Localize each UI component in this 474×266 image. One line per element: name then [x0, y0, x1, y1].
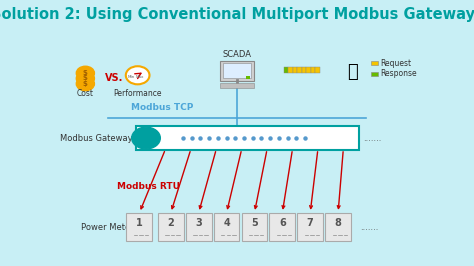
- FancyBboxPatch shape: [293, 67, 297, 73]
- Text: Performance: Performance: [113, 89, 162, 98]
- FancyBboxPatch shape: [214, 213, 239, 241]
- Text: VS.: VS.: [105, 73, 124, 83]
- Text: .......: .......: [364, 134, 382, 143]
- Text: Modbus TCP: Modbus TCP: [131, 103, 193, 112]
- FancyBboxPatch shape: [284, 67, 288, 73]
- Text: Solution 2: Using Conventional Multiport Modbus Gateways: Solution 2: Using Conventional Multiport…: [0, 7, 474, 22]
- Text: 8: 8: [335, 218, 342, 228]
- Text: $: $: [83, 76, 88, 81]
- FancyBboxPatch shape: [186, 213, 211, 241]
- Circle shape: [132, 127, 160, 149]
- FancyBboxPatch shape: [158, 213, 183, 241]
- Text: Min: Min: [128, 75, 135, 79]
- Text: $: $: [83, 81, 88, 87]
- Text: 5: 5: [251, 218, 258, 228]
- Text: 7: 7: [307, 218, 314, 228]
- FancyBboxPatch shape: [297, 67, 302, 73]
- FancyBboxPatch shape: [246, 76, 250, 79]
- Text: $: $: [83, 70, 88, 76]
- Text: Response: Response: [380, 69, 417, 78]
- Text: SCADA: SCADA: [222, 49, 252, 59]
- FancyBboxPatch shape: [315, 67, 320, 73]
- Text: 2: 2: [167, 218, 174, 228]
- FancyBboxPatch shape: [223, 63, 251, 78]
- FancyBboxPatch shape: [127, 213, 152, 241]
- FancyBboxPatch shape: [136, 126, 359, 150]
- Text: Power Meter: Power Meter: [82, 223, 134, 232]
- FancyBboxPatch shape: [288, 67, 293, 73]
- FancyBboxPatch shape: [306, 67, 311, 73]
- Text: 4: 4: [223, 218, 230, 228]
- FancyBboxPatch shape: [302, 67, 306, 73]
- Circle shape: [76, 72, 94, 85]
- FancyBboxPatch shape: [220, 61, 254, 81]
- Bar: [371, 61, 378, 65]
- Bar: [371, 72, 378, 76]
- Text: .......: .......: [360, 223, 378, 232]
- FancyBboxPatch shape: [269, 213, 295, 241]
- Text: Modbus Gateway: Modbus Gateway: [60, 134, 132, 143]
- Text: Request: Request: [380, 59, 411, 68]
- Text: ⏳: ⏳: [346, 63, 357, 81]
- FancyBboxPatch shape: [311, 67, 315, 73]
- FancyBboxPatch shape: [242, 213, 267, 241]
- Circle shape: [76, 66, 94, 80]
- Text: Modbus RTU: Modbus RTU: [117, 182, 180, 191]
- Circle shape: [127, 67, 148, 83]
- Circle shape: [76, 77, 94, 91]
- Text: 3: 3: [195, 218, 202, 228]
- Text: 6: 6: [279, 218, 286, 228]
- Text: Max: Max: [136, 75, 145, 79]
- FancyBboxPatch shape: [325, 213, 351, 241]
- Text: Cost: Cost: [77, 89, 94, 98]
- FancyBboxPatch shape: [219, 83, 255, 88]
- FancyBboxPatch shape: [297, 213, 323, 241]
- Text: 1: 1: [136, 218, 143, 228]
